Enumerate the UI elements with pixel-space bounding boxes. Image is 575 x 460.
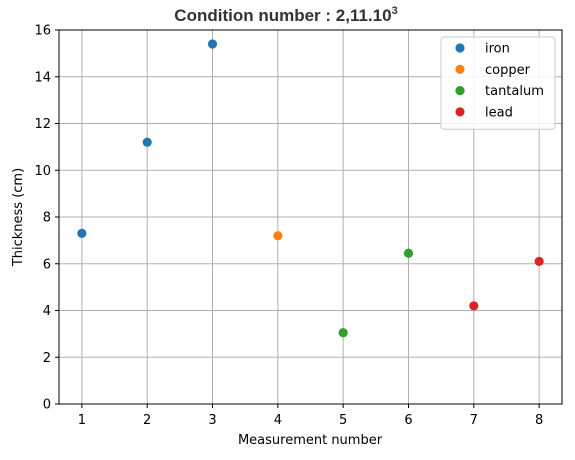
y-tick-label: 10: [34, 164, 51, 179]
x-tick-label: 4: [274, 413, 282, 428]
legend-marker-tantalum: [455, 86, 465, 96]
legend-box: [440, 36, 556, 130]
legend-marker-copper: [455, 64, 465, 74]
y-tick-label: 16: [34, 24, 51, 39]
legend-label-iron: iron: [485, 42, 510, 57]
legend-label-copper: copper: [485, 63, 531, 78]
x-tick-label: 6: [404, 413, 412, 428]
data-point-iron: [77, 228, 87, 238]
y-tick-label: 8: [43, 211, 51, 226]
data-point-tantalum: [403, 248, 414, 258]
y-tick-label: 0: [43, 398, 51, 413]
legend-label-tantalum: tantalum: [485, 84, 544, 99]
y-tick-label: 4: [43, 304, 51, 319]
x-axis-label: Measurement number: [238, 433, 383, 448]
x-tick-label: 7: [470, 413, 478, 428]
chart-title-superscript: 3: [392, 5, 398, 17]
data-point-tantalum: [338, 328, 348, 338]
x-tick-label: 2: [143, 413, 151, 428]
legend-marker-iron: [455, 43, 465, 53]
chart-title: Condition number : 2,11.103: [174, 5, 397, 25]
y-tick-label: 14: [34, 70, 51, 85]
legend-label-lead: lead: [485, 105, 513, 120]
y-tick-label: 2: [43, 351, 51, 366]
y-tick-label: 12: [34, 117, 51, 132]
data-point-copper: [273, 231, 283, 241]
x-tick-label: 5: [339, 413, 347, 428]
points-layer: [77, 39, 544, 338]
y-axis-label: Thickness (cm): [11, 168, 26, 267]
data-point-lead: [534, 256, 544, 267]
data-point-iron: [142, 137, 152, 147]
y-tick-label: 6: [43, 257, 51, 272]
data-point-iron: [207, 39, 218, 49]
x-tick-label: 3: [208, 413, 216, 428]
legend: iron copper tantalum lead: [440, 36, 556, 130]
legend-marker-lead: [455, 107, 465, 117]
x-tick-label: 8: [535, 413, 543, 428]
data-point-lead: [469, 301, 479, 311]
x-tick-label: 1: [78, 413, 86, 428]
